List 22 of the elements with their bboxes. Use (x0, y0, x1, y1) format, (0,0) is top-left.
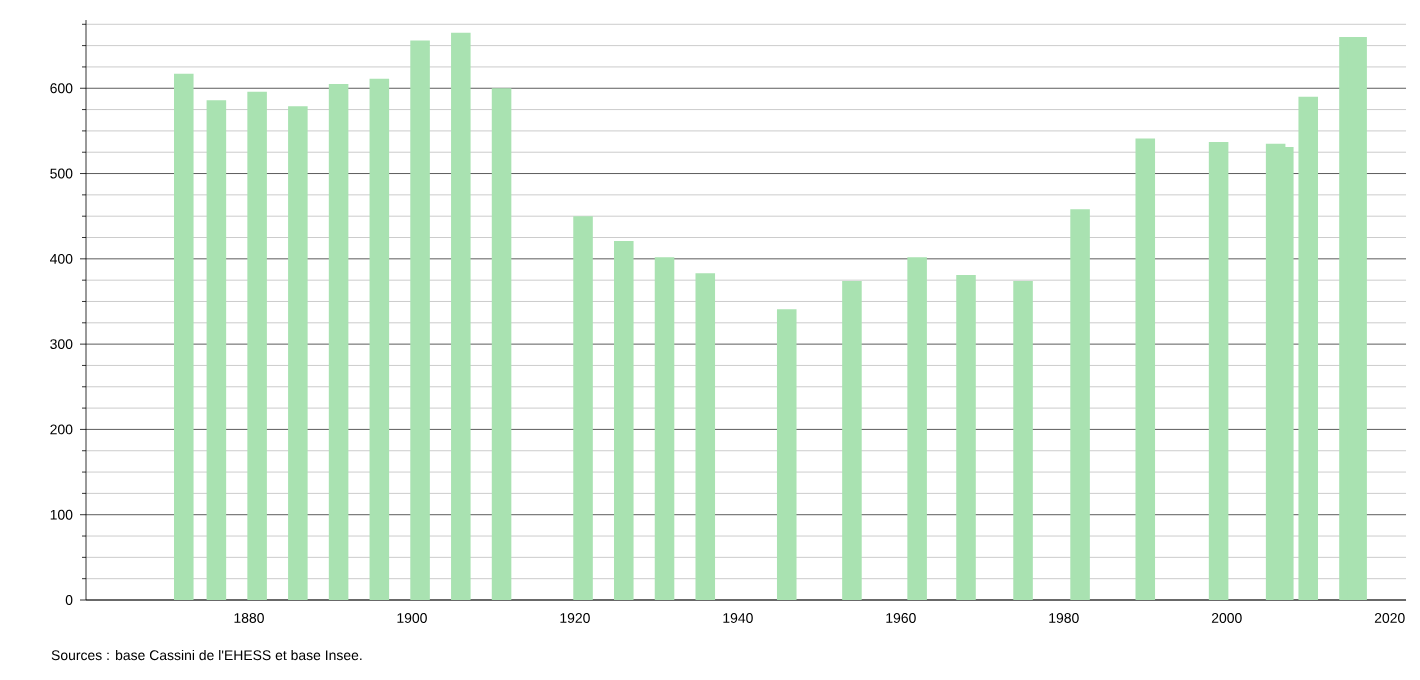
bar (451, 32, 471, 600)
bar (369, 78, 390, 600)
bar (1135, 138, 1156, 600)
bar (614, 240, 634, 600)
bar (491, 88, 512, 600)
bar (1070, 209, 1090, 600)
bar (654, 257, 675, 600)
bar (1013, 281, 1033, 600)
bar (1298, 96, 1319, 600)
bar (956, 275, 976, 600)
bar (573, 216, 593, 600)
bar (328, 83, 349, 600)
bar (174, 73, 194, 600)
bar (776, 309, 797, 600)
bar (907, 257, 927, 600)
bar (1208, 141, 1229, 600)
bar (842, 281, 862, 600)
bar (206, 100, 227, 600)
bar (410, 40, 430, 600)
bar (695, 273, 716, 600)
bar (288, 106, 308, 600)
bar (247, 91, 267, 600)
